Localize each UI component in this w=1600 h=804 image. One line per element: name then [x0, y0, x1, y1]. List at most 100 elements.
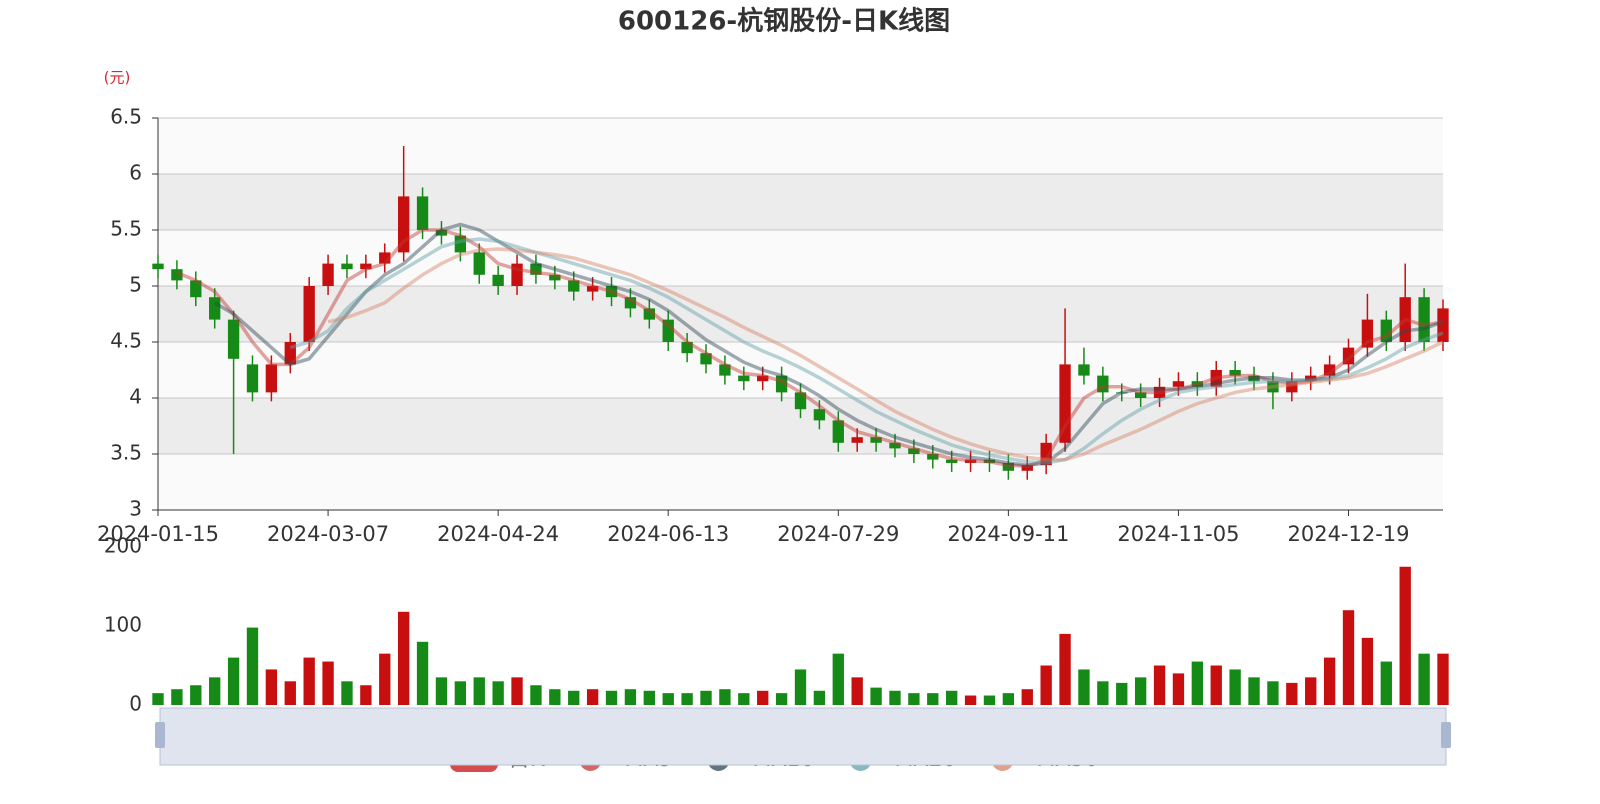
candle-body	[794, 392, 807, 410]
x-tick-label: 2024-01-15	[97, 522, 219, 546]
candle-body	[775, 375, 788, 393]
candle-body	[397, 196, 410, 253]
candle-body	[719, 364, 731, 376]
slider-handle[interactable]	[1441, 722, 1451, 748]
candle-body	[246, 364, 259, 393]
candle-body	[1002, 462, 1015, 471]
candle-body	[889, 442, 901, 449]
volume-bar	[700, 690, 712, 705]
x-tick-label: 2024-09-11	[947, 522, 1069, 546]
candle-body	[265, 364, 278, 393]
volume-bar	[908, 693, 920, 705]
candle-body	[322, 263, 334, 286]
candle-body	[700, 353, 712, 365]
volume-tick-label: 200	[104, 534, 142, 558]
volume-bar	[284, 681, 296, 705]
y-tick-label: 3.5	[110, 441, 142, 465]
candle-body	[832, 420, 844, 443]
grid-band	[158, 286, 1443, 342]
candle-body	[1248, 375, 1260, 382]
y-tick-label: 5	[129, 273, 142, 297]
ma-line	[213, 222, 1444, 467]
chart-title: 600126-杭钢股份-日K线图	[618, 6, 950, 37]
candle-body	[1229, 370, 1241, 376]
candle-body	[209, 297, 221, 320]
candle-body	[227, 319, 240, 359]
candle-body	[190, 280, 202, 298]
volume-bar	[1002, 693, 1015, 705]
volume-bar	[1286, 682, 1298, 705]
y-tick-label: 6.5	[110, 105, 142, 129]
y-tick-label: 4.5	[110, 329, 142, 353]
candle-body	[1267, 381, 1279, 393]
volume-bar	[1267, 681, 1279, 705]
slider-handle[interactable]	[155, 722, 165, 748]
candle-body	[681, 342, 693, 354]
candle-body	[492, 274, 504, 286]
volume-bar	[1059, 633, 1071, 705]
volume-bar	[1361, 637, 1374, 705]
volume-bar	[775, 693, 788, 705]
x-tick-label: 2024-06-13	[607, 522, 729, 546]
volume-bar	[1342, 610, 1355, 705]
volume-bar	[1418, 653, 1430, 705]
data-zoom-slider[interactable]	[155, 707, 1451, 766]
y-tick-label: 6	[129, 161, 142, 185]
grid-band	[158, 174, 1443, 230]
candle-body	[870, 437, 882, 443]
volume-bar	[624, 689, 637, 705]
y-tick-label: 4	[129, 385, 142, 409]
volume-bar	[209, 677, 221, 705]
candle-body	[152, 263, 164, 270]
volume-bar	[1191, 661, 1204, 705]
volume-bar	[1040, 665, 1052, 705]
volume-bar	[1399, 566, 1411, 705]
volume-bar	[171, 689, 183, 705]
volume-bar	[832, 653, 844, 705]
candle-body	[360, 263, 372, 270]
volume-bar	[662, 693, 674, 705]
volume-bar	[870, 687, 882, 705]
candle-body	[379, 252, 391, 264]
x-tick-label: 2024-12-19	[1287, 522, 1409, 546]
volume-bar	[983, 695, 996, 705]
volume-bar	[738, 693, 750, 705]
x-tick-label: 2024-11-05	[1117, 522, 1239, 546]
volume-bar	[1210, 665, 1222, 705]
candle-body	[1021, 465, 1033, 471]
volume-bar	[549, 689, 561, 705]
candle-body	[341, 263, 353, 270]
candle-body	[1134, 392, 1147, 398]
volume-bar	[492, 681, 504, 705]
volume-bar	[643, 690, 655, 705]
candle-body	[416, 196, 429, 230]
candle-body	[1153, 386, 1166, 398]
candle-body	[1191, 381, 1204, 387]
volume-bar	[152, 693, 164, 705]
candle-body	[1040, 442, 1052, 466]
volume-bar	[322, 661, 334, 705]
volume-bar	[719, 689, 731, 705]
candle-body	[1210, 370, 1222, 387]
volume-bar	[416, 641, 429, 705]
candle-body	[813, 409, 826, 421]
volume-bar	[473, 677, 485, 705]
volume-bar	[1380, 661, 1392, 705]
volume-tick-label: 100	[104, 613, 142, 637]
volume-bar	[530, 685, 542, 705]
ma-line	[327, 247, 1444, 462]
candle-body	[1361, 319, 1374, 348]
volume-bar	[265, 669, 278, 705]
volume-bar	[946, 690, 958, 705]
volume-bar	[341, 681, 353, 705]
x-tick-label: 2024-07-29	[777, 522, 899, 546]
slider-track[interactable]	[159, 707, 1447, 766]
volume-bar	[511, 677, 523, 705]
candle-body	[1059, 364, 1071, 443]
x-tick-label: 2024-03-07	[267, 522, 389, 546]
candle-body	[1418, 297, 1430, 342]
candle-body	[586, 286, 599, 292]
ma-line	[176, 228, 1444, 469]
candle-body	[983, 459, 996, 463]
